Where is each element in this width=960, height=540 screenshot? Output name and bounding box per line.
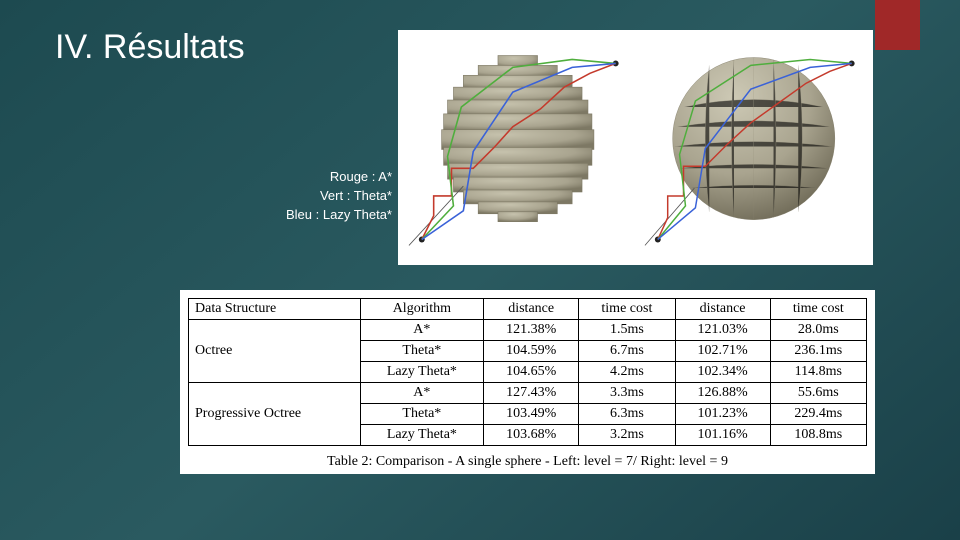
sphere-fine: [640, 36, 868, 259]
cell: 104.65%: [484, 362, 579, 383]
path-legend: Rouge : A* Vert : Theta* Bleu : Lazy The…: [262, 168, 392, 225]
col-header: Data Structure: [189, 299, 361, 320]
cell: 108.8ms: [770, 425, 866, 446]
cell: 121.03%: [675, 320, 770, 341]
cell: 102.34%: [675, 362, 770, 383]
cell: 6.7ms: [579, 341, 675, 362]
accent-tab: [875, 0, 920, 50]
legend-line: Rouge : A*: [262, 168, 392, 187]
cell: 229.4ms: [770, 404, 866, 425]
table-row: Progressive Octree A* 127.43% 3.3ms 126.…: [189, 383, 867, 404]
col-header: distance: [484, 299, 579, 320]
cell: Lazy Theta*: [360, 362, 483, 383]
results-table-panel: Data Structure Algorithm distance time c…: [180, 290, 875, 474]
cell: 101.23%: [675, 404, 770, 425]
page-title: IV. Résultats: [55, 28, 245, 67]
cell: 127.43%: [484, 383, 579, 404]
col-header: time cost: [770, 299, 866, 320]
cell: 103.68%: [484, 425, 579, 446]
cell: 1.5ms: [579, 320, 675, 341]
col-header: distance: [675, 299, 770, 320]
cell: 6.3ms: [579, 404, 675, 425]
cell: 121.38%: [484, 320, 579, 341]
table-header-row: Data Structure Algorithm distance time c…: [189, 299, 867, 320]
legend-line: Bleu : Lazy Theta*: [262, 206, 392, 225]
cell: A*: [360, 320, 483, 341]
cell: 28.0ms: [770, 320, 866, 341]
sphere-coarse: [404, 36, 632, 259]
cell-ds: Progressive Octree: [189, 383, 361, 446]
cell: Theta*: [360, 341, 483, 362]
cell: 103.49%: [484, 404, 579, 425]
cell: 101.16%: [675, 425, 770, 446]
cell: 102.71%: [675, 341, 770, 362]
col-header: Algorithm: [360, 299, 483, 320]
sphere-figure-panel: [398, 30, 873, 265]
cell: 55.6ms: [770, 383, 866, 404]
cell: 114.8ms: [770, 362, 866, 383]
cell: 236.1ms: [770, 341, 866, 362]
cell: 3.3ms: [579, 383, 675, 404]
table-caption: Table 2: Comparison - A single sphere - …: [188, 454, 867, 470]
cell: 3.2ms: [579, 425, 675, 446]
cell: 104.59%: [484, 341, 579, 362]
cell: 126.88%: [675, 383, 770, 404]
col-header: time cost: [579, 299, 675, 320]
cell-ds: Octree: [189, 320, 361, 383]
results-table: Data Structure Algorithm distance time c…: [188, 298, 867, 446]
table-row: Octree A* 121.38% 1.5ms 121.03% 28.0ms: [189, 320, 867, 341]
cell: Theta*: [360, 404, 483, 425]
cell: Lazy Theta*: [360, 425, 483, 446]
legend-line: Vert : Theta*: [262, 187, 392, 206]
cell: A*: [360, 383, 483, 404]
cell: 4.2ms: [579, 362, 675, 383]
